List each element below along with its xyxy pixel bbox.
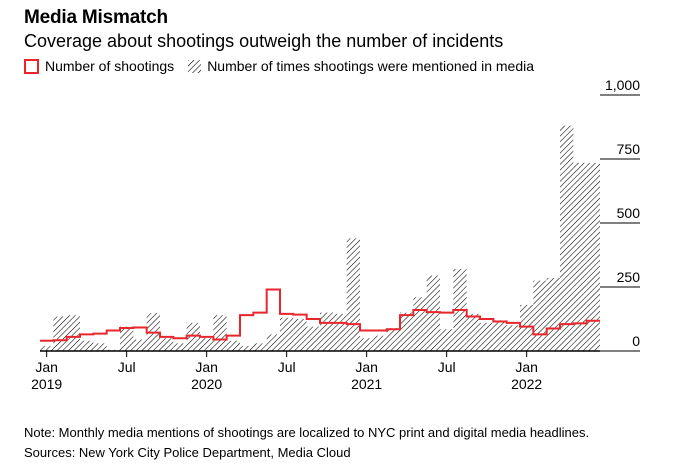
chart-legend: Number of shootings Number of times shoo… <box>24 57 548 75</box>
x-tick-label-2020-07: Jul <box>278 359 296 375</box>
y-tick-label-250: 250 <box>617 269 641 285</box>
legend-swatch-shootings <box>24 58 39 74</box>
line-layer <box>40 288 600 342</box>
x-tick-year-2022-01: 2022 <box>511 376 542 392</box>
mentions-bar-2019-03 <box>66 315 80 351</box>
x-tick-label-2022-01: Jan <box>515 359 538 375</box>
mentions-bar-2022-03 <box>546 278 560 351</box>
mentions-bar-2021-02 <box>373 335 387 351</box>
mentions-bar-2019-12 <box>186 322 200 351</box>
shootings-step-line <box>40 288 600 342</box>
legend-label-mentions: Number of times shootings were mentioned… <box>207 58 535 74</box>
x-tick-label-2021-07: Jul <box>438 359 456 375</box>
footnote: Note: Monthly media mentions of shooting… <box>24 425 590 440</box>
legend-label-shootings: Number of shootings <box>45 58 175 74</box>
mentions-bar-2021-04 <box>400 312 414 351</box>
mentions-bar-2020-08 <box>293 319 307 351</box>
mentions-bar-2019-02 <box>53 316 67 351</box>
y-tick-label-0: 0 <box>632 333 640 349</box>
mentions-bar-2021-07 <box>440 329 454 351</box>
mentions-bar-2019-01 <box>40 345 54 351</box>
mentions-bar-2020-04 <box>240 345 254 351</box>
mentions-bar-2021-06 <box>426 275 440 351</box>
mentions-bar-2021-10 <box>480 322 494 351</box>
mentions-bar-2020-10 <box>320 312 334 351</box>
legend-item-mentions: Number of times shootings were mentioned… <box>188 58 534 74</box>
x-tick-year-2021-01: 2021 <box>351 376 382 392</box>
mentions-bar-2022-05 <box>573 162 587 351</box>
legend-swatch-mentions <box>188 59 202 73</box>
chart-subtitle: Coverage about shootings outweigh the nu… <box>24 31 504 51</box>
x-tick-year-2020-01: 2020 <box>191 376 222 392</box>
mentions-bar-2021-05 <box>413 297 427 351</box>
mentions-bar-2020-06 <box>266 334 280 351</box>
mentions-bar-2021-09 <box>466 313 480 351</box>
x-tick-label-2021-01: Jan <box>355 359 378 375</box>
y-tick-label-1000: 1,000 <box>605 77 640 93</box>
mentions-bar-2020-02 <box>213 315 227 351</box>
legend-item-shootings: Number of shootings <box>24 58 174 74</box>
mentions-bar-2021-01 <box>360 338 374 351</box>
mentions-bar-2019-07 <box>120 326 134 351</box>
mentions-bar-2021-11 <box>493 320 507 351</box>
mentions-bar-2020-07 <box>280 317 294 351</box>
mentions-bar-2022-02 <box>533 280 547 351</box>
mentions-bar-2022-04 <box>560 125 574 351</box>
mentions-bar-2019-04 <box>80 340 94 351</box>
mentions-bar-2020-05 <box>253 343 267 351</box>
mentions-bar-2022-01 <box>520 304 534 351</box>
x-tick-label-2019-07: Jul <box>118 359 136 375</box>
mentions-bar-2020-01 <box>200 338 214 351</box>
x-tick-year-2019-01: 2019 <box>31 376 62 392</box>
x-tick-label-2020-01: Jan <box>195 359 218 375</box>
mentions-bar-2019-11 <box>173 343 187 351</box>
bars-layer <box>40 125 600 351</box>
mentions-bar-2021-03 <box>386 327 400 351</box>
y-tick-label-750: 750 <box>617 141 641 157</box>
chart-title: Media Mismatch <box>24 7 168 28</box>
mentions-bar-2020-11 <box>333 313 347 351</box>
mentions-bar-2022-06 <box>586 162 600 351</box>
mentions-bar-2019-08 <box>133 339 147 351</box>
mentions-bar-2020-12 <box>346 238 360 351</box>
mentions-bar-2020-03 <box>226 340 240 351</box>
sources: Sources: New York City Police Department… <box>24 445 351 460</box>
y-tick-label-500: 500 <box>617 205 641 221</box>
mentions-bar-2020-09 <box>306 326 320 351</box>
x-tick-label-2019-01: Jan <box>35 359 58 375</box>
mentions-bar-2019-10 <box>160 338 174 351</box>
mentions-bar-2021-12 <box>506 325 520 351</box>
mentions-bar-2019-05 <box>93 343 107 351</box>
